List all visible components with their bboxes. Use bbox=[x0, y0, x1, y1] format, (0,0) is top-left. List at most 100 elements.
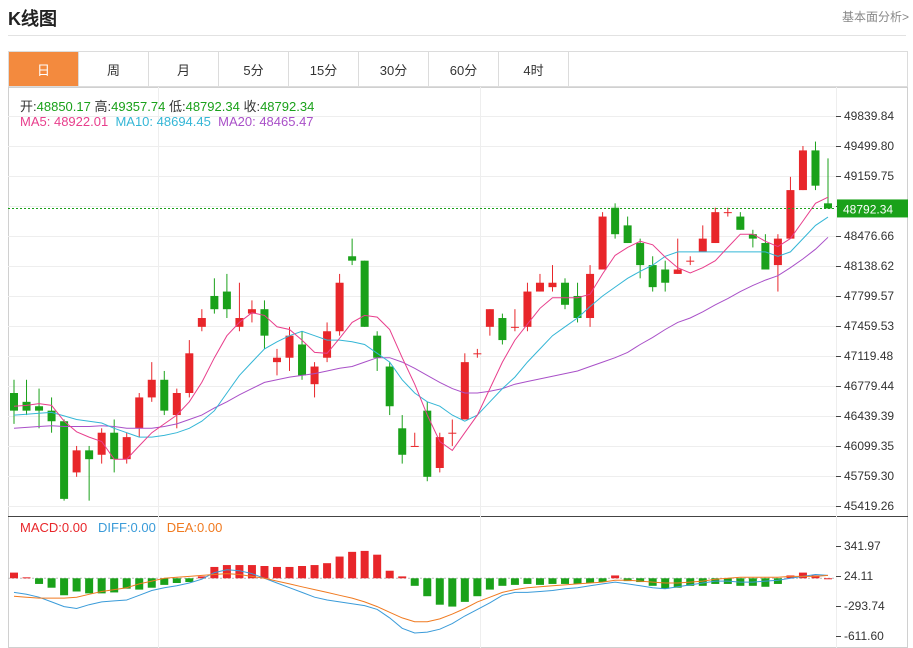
macd-bar bbox=[10, 572, 18, 579]
open-value: 48850.17 bbox=[36, 99, 91, 114]
candle-body bbox=[535, 282, 544, 292]
candle-body bbox=[310, 366, 319, 385]
macd-bar bbox=[773, 578, 782, 584]
price-tick-label: 48138.62 bbox=[844, 259, 894, 273]
price-tick-label: 45419.26 bbox=[844, 499, 894, 513]
candle-body bbox=[623, 225, 632, 244]
close-label: 收: bbox=[243, 99, 261, 114]
macd-tick-label: -611.60 bbox=[844, 629, 884, 643]
price-tick-label: 47459.53 bbox=[844, 319, 894, 333]
ma5-line bbox=[13, 196, 829, 460]
macd-bar bbox=[611, 575, 620, 579]
candle-body bbox=[35, 406, 44, 411]
high-value: 49357.74 bbox=[111, 99, 166, 114]
ma5-value: 48922.01 bbox=[53, 114, 109, 129]
macd-bar bbox=[360, 550, 369, 579]
header: K线图 基本面分析> bbox=[0, 0, 913, 36]
candle-body bbox=[410, 445, 419, 447]
macd-bar bbox=[97, 578, 106, 594]
chart-frame bbox=[8, 87, 908, 648]
candle-body bbox=[122, 437, 131, 460]
tab-month[interactable]: 月 bbox=[149, 52, 219, 86]
candle-body bbox=[485, 309, 494, 327]
macd-bar bbox=[72, 578, 81, 592]
macd-bar bbox=[448, 578, 457, 607]
period-tabs: 日 周 月 5分 15分 30分 60分 4时 bbox=[8, 51, 908, 87]
ma20-label: MA20: bbox=[218, 114, 256, 129]
candle-body bbox=[323, 331, 332, 358]
kline-chart-svg[interactable]: 49839.8449499.8049159.7548819.7148476.66… bbox=[8, 87, 908, 648]
macd-bar bbox=[510, 578, 519, 585]
candle-body bbox=[561, 282, 570, 305]
tab-15min[interactable]: 15分 bbox=[289, 52, 359, 86]
candle-body bbox=[47, 410, 56, 422]
macd-bar bbox=[285, 566, 294, 579]
macd-bar bbox=[548, 578, 557, 584]
diff-label: DIFF: bbox=[98, 520, 131, 535]
macd-bar bbox=[598, 578, 607, 583]
candle-body bbox=[197, 318, 206, 327]
low-label: 低: bbox=[168, 99, 186, 114]
candle-body bbox=[586, 273, 595, 319]
candle-body bbox=[335, 282, 344, 332]
candle-body bbox=[686, 260, 695, 262]
candle-body bbox=[72, 450, 81, 473]
macd-bar bbox=[247, 565, 256, 579]
candle-body bbox=[636, 243, 645, 266]
candle-body bbox=[10, 393, 18, 411]
macd-tick-label: 341.97 bbox=[844, 539, 881, 553]
tab-60min[interactable]: 60分 bbox=[429, 52, 499, 86]
candle-body bbox=[648, 265, 657, 288]
ma5-label: MA5: bbox=[20, 114, 51, 129]
dea-value: 0.00 bbox=[197, 520, 223, 535]
macd-bar bbox=[535, 578, 544, 585]
candle-body bbox=[611, 207, 620, 235]
macd-bar bbox=[498, 578, 507, 586]
dea-label: DEA: bbox=[166, 520, 198, 535]
macd-bar bbox=[385, 570, 394, 579]
tab-30min[interactable]: 30分 bbox=[359, 52, 429, 86]
tab-5min[interactable]: 5分 bbox=[219, 52, 289, 86]
macd-bar bbox=[310, 565, 319, 579]
macd-bar bbox=[85, 578, 94, 594]
candle-body bbox=[272, 357, 281, 363]
macd-bar bbox=[272, 566, 281, 579]
candle-body bbox=[711, 212, 720, 244]
candle-body bbox=[97, 432, 106, 455]
candle-body bbox=[460, 362, 469, 420]
dea-line bbox=[13, 573, 829, 623]
tab-4hour[interactable]: 4时 bbox=[499, 52, 569, 86]
macd-tick-label: 24.11 bbox=[844, 569, 873, 583]
kline-chart[interactable]: 49839.8449499.8049159.7548819.7148476.66… bbox=[8, 87, 908, 648]
macd-bar bbox=[122, 578, 131, 589]
macd-bar bbox=[410, 578, 419, 586]
macd-bar bbox=[22, 577, 31, 579]
price-tick-label: 46439.39 bbox=[844, 409, 894, 423]
candle-body bbox=[160, 379, 169, 411]
macd-bar bbox=[172, 578, 181, 583]
candle-body bbox=[761, 243, 770, 270]
macd-bar bbox=[35, 578, 44, 584]
macd-bar bbox=[160, 578, 169, 585]
candle-body bbox=[673, 269, 682, 274]
ma10-label: MA10: bbox=[115, 114, 154, 129]
macd-bar bbox=[373, 554, 382, 579]
macd-bar bbox=[561, 578, 570, 584]
macd-bar bbox=[798, 572, 807, 579]
macd-bar bbox=[573, 578, 582, 584]
fundamental-analysis-link[interactable]: 基本面分析> bbox=[841, 10, 909, 24]
macd-label: MACD: bbox=[20, 520, 62, 535]
price-tick-label: 46099.35 bbox=[844, 439, 894, 453]
macd-bar bbox=[485, 578, 494, 590]
candle-body bbox=[798, 150, 807, 191]
tab-day[interactable]: 日 bbox=[9, 52, 79, 86]
tab-week[interactable]: 周 bbox=[79, 52, 149, 86]
macd-bar bbox=[222, 565, 231, 579]
candle-body bbox=[298, 344, 307, 376]
low-value: 48792.34 bbox=[185, 99, 240, 114]
macd-value: 0.00 bbox=[61, 520, 88, 535]
candle-body bbox=[811, 150, 820, 186]
macd-bar bbox=[586, 578, 595, 583]
macd-bar bbox=[761, 578, 770, 587]
candle-body bbox=[598, 216, 607, 270]
